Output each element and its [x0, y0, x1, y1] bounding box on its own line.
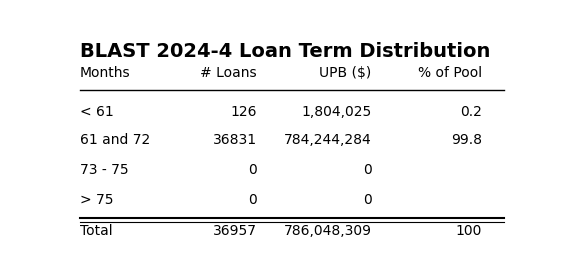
- Text: % of Pool: % of Pool: [418, 66, 482, 80]
- Text: # Loans: # Loans: [200, 66, 256, 80]
- Text: 786,048,309: 786,048,309: [284, 224, 372, 238]
- Text: 784,244,284: 784,244,284: [284, 133, 372, 147]
- Text: 0: 0: [248, 163, 256, 177]
- Text: BLAST 2024-4 Loan Term Distribution: BLAST 2024-4 Loan Term Distribution: [80, 42, 490, 61]
- Text: 0: 0: [248, 193, 256, 207]
- Text: 61 and 72: 61 and 72: [80, 133, 150, 147]
- Text: 1,804,025: 1,804,025: [302, 104, 372, 119]
- Text: 36831: 36831: [213, 133, 256, 147]
- Text: 0: 0: [363, 163, 372, 177]
- Text: 100: 100: [455, 224, 482, 238]
- Text: < 61: < 61: [80, 104, 114, 119]
- Text: 126: 126: [230, 104, 256, 119]
- Text: UPB ($): UPB ($): [319, 66, 372, 80]
- Text: Total: Total: [80, 224, 113, 238]
- Text: > 75: > 75: [80, 193, 113, 207]
- Text: 0: 0: [363, 193, 372, 207]
- Text: Months: Months: [80, 66, 131, 80]
- Text: 36957: 36957: [213, 224, 256, 238]
- Text: 99.8: 99.8: [451, 133, 482, 147]
- Text: 0.2: 0.2: [460, 104, 482, 119]
- Text: 73 - 75: 73 - 75: [80, 163, 129, 177]
